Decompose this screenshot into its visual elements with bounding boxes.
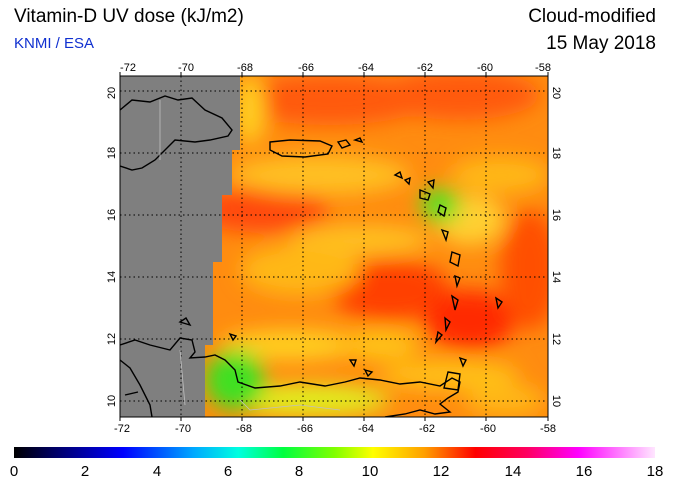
lon-ticks-top: -72 -70 -68 -66 -64 -62 -60 -58 [120,62,551,74]
trinidad-coast [443,371,461,391]
colorbar-label: 6 [223,463,233,480]
border-lines [159,100,341,411]
lon-tick: -72 [120,62,136,74]
lon-tick: -64 [358,62,374,74]
lat-tick: 16 [550,209,562,221]
product-label: Cloud-modified [528,6,656,27]
lon-tick: -62 [419,423,435,435]
lon-tick: -64 [358,423,374,435]
colorbar-label: 10 [361,463,379,480]
colorbar [14,447,655,458]
venezuela-lake [120,359,153,417]
no-data-region [120,76,240,417]
lon-tick: -60 [477,62,493,74]
lon-tick: -70 [175,423,191,435]
lat-tick: 20 [106,87,118,99]
colorbar-label: 2 [80,463,90,480]
lat-tick: 12 [550,333,562,345]
virgin-islands-coast [336,137,364,149]
colorbar-label: 0 [9,463,19,480]
lat-tick: 12 [106,333,118,345]
colorbar-label: 4 [152,463,162,480]
lesser-antilles-coast [393,170,503,345]
lon-tick: -60 [480,423,496,435]
colorbar-label: 16 [575,463,593,480]
lat-tick: 16 [106,209,118,221]
lat-ticks-right: 10 12 14 16 18 20 [550,87,562,407]
lat-tick: 14 [106,271,118,283]
lat-tick: 18 [106,147,118,159]
map-frame [119,75,549,418]
lon-tick: -58 [540,423,556,435]
date-label: 15 May 2018 [546,33,656,54]
lon-ticks-bottom: -72 -70 -68 -66 -64 -62 -60 -58 [114,423,556,435]
map-title: Vitamin-D UV dose (kJ/m2) [14,6,244,27]
colorbar-label: 14 [504,463,522,480]
lat-tick: 20 [550,87,562,99]
puerto-rico-coast [269,139,333,158]
south-america-coast [120,337,461,417]
lon-tick: -66 [297,423,313,435]
lat-tick: 14 [550,271,562,283]
source-label: KNMI / ESA [14,35,95,52]
lat-ticks-left: 10 12 14 16 18 20 [106,87,118,407]
lon-tick: -70 [178,62,194,74]
colorbar-label: 12 [432,463,450,480]
colorbar-label: 18 [646,463,664,480]
lon-tick: -58 [535,62,551,74]
lat-tick: 10 [106,395,118,407]
lon-tick: -62 [417,62,433,74]
tick-marks [119,72,549,421]
coastlines [120,95,503,417]
lon-tick: -68 [237,62,253,74]
lat-tick: 18 [550,147,562,159]
lon-tick: -66 [298,62,314,74]
uv-dose-field [120,76,548,417]
colorbar-label: 8 [294,463,304,480]
lat-tick: 10 [550,395,562,407]
caribbean-islands [178,317,467,378]
lon-tick: -68 [236,423,252,435]
lon-tick: -72 [114,423,130,435]
hispaniola-coast [120,95,233,171]
